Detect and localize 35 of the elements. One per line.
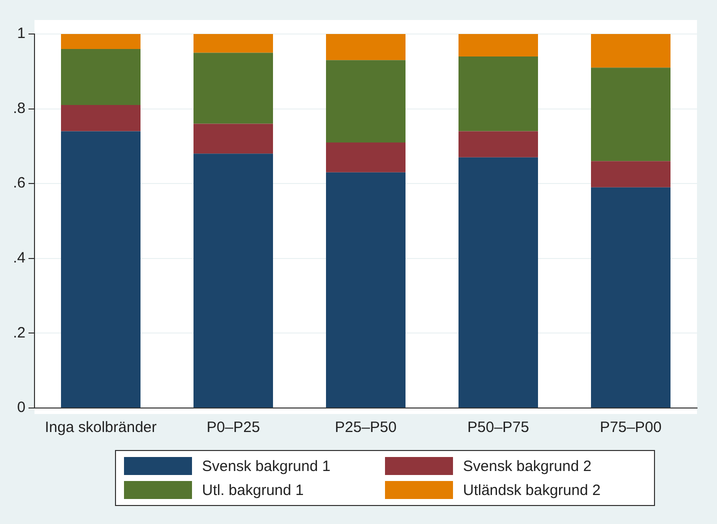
bar (61, 48, 141, 106)
bar (61, 34, 141, 49)
bar (194, 154, 274, 408)
x-tick-label: P75–P00 (600, 419, 662, 436)
bar (194, 52, 274, 124)
bar (458, 131, 538, 158)
legend-label: Utl. bakgrund 1 (202, 482, 304, 498)
bar (458, 56, 538, 132)
bar (61, 105, 141, 132)
y-tick-label: .4 (12, 250, 26, 267)
bar (194, 34, 274, 53)
x-tick-label: P0–P25 (206, 419, 260, 436)
legend-label: Utländsk bakgrund 2 (463, 482, 601, 498)
legend-label: Svensk bakgrund 1 (202, 458, 330, 474)
y-tick-label: .6 (12, 174, 26, 192)
bar (326, 172, 406, 408)
y-tick-label: 1 (17, 25, 26, 42)
legend-label: Svensk bakgrund 2 (463, 458, 592, 474)
bar (326, 34, 406, 60)
bar (591, 68, 670, 162)
bar (326, 142, 406, 172)
bar (458, 34, 538, 56)
x-tick-label: P25–P50 (334, 419, 397, 436)
bar (458, 157, 538, 408)
bar (61, 131, 141, 408)
bar (194, 124, 274, 154)
y-tick-label: 0 (17, 399, 26, 416)
bar (591, 161, 670, 188)
x-tick-label: Inga skolbränder (44, 419, 157, 436)
bar (326, 60, 406, 142)
bar (591, 34, 670, 68)
y-tick-label: .2 (12, 324, 26, 342)
x-tick-label: P50–P75 (467, 419, 530, 436)
bar (591, 187, 670, 408)
y-tick-label: .8 (12, 100, 26, 117)
